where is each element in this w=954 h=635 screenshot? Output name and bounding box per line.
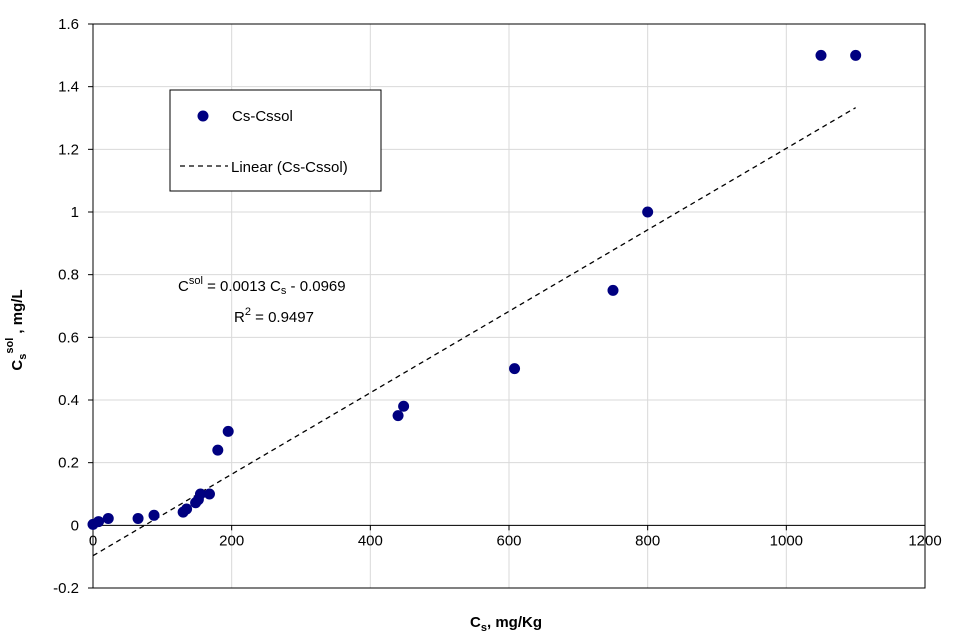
y-tick-label: -0.2 xyxy=(53,580,79,597)
tick-labels: 0 200 400 600 800 1000 1200 -0.2 0 0.2 0.4 0.6 0.8 1 1… xyxy=(53,16,942,597)
legend-label-series: Cs-Cssol xyxy=(232,108,293,125)
data-point xyxy=(93,516,105,528)
x-tick-label: 800 xyxy=(635,532,660,549)
r-squared: R2 = 0.9497 xyxy=(234,306,314,326)
data-point xyxy=(102,512,114,524)
axes xyxy=(88,23,926,589)
x-tick-label: 1000 xyxy=(770,532,803,549)
legend-marker xyxy=(197,110,209,122)
data-point xyxy=(181,503,193,515)
x-tick-label: 400 xyxy=(358,532,383,549)
legend-box xyxy=(169,89,382,192)
data-point xyxy=(398,400,410,412)
data-point xyxy=(222,425,234,437)
data-point xyxy=(392,410,404,422)
data-point xyxy=(850,49,862,61)
y-tick-label: 0.4 xyxy=(58,392,79,409)
data-point xyxy=(509,363,521,375)
data-point xyxy=(194,488,206,500)
y-tick-label: 0 xyxy=(71,517,79,534)
x-tick-label: 600 xyxy=(496,532,521,549)
data-point xyxy=(815,49,827,61)
trendline xyxy=(92,107,856,557)
data-points xyxy=(87,49,862,530)
y-tick-label: 0.6 xyxy=(58,329,79,346)
y-tick-label: 1.4 xyxy=(58,79,79,96)
y-axis-title: Cssol , mg/L xyxy=(4,289,29,370)
data-point xyxy=(212,444,224,456)
y-tick-label: 1.2 xyxy=(58,141,79,158)
data-point xyxy=(203,488,215,500)
data-point xyxy=(132,512,144,524)
y-tick-label: 1 xyxy=(71,204,79,221)
y-tick-label: 0.2 xyxy=(58,455,79,472)
x-tick-label: 200 xyxy=(219,532,244,549)
regression-equation: Csol = 0.0013 Cs - 0.0969 xyxy=(178,275,346,297)
legend-label-trend: Linear (Cs-Cssol) xyxy=(231,159,348,176)
data-point xyxy=(642,206,654,218)
y-tick-label: 0.8 xyxy=(58,267,79,284)
y-tick-label: 1.6 xyxy=(58,16,79,33)
data-point xyxy=(607,284,619,296)
x-tick-label: 0 xyxy=(89,532,97,549)
plot-area-border xyxy=(92,23,926,589)
x-axis-title: Cs, mg/Kg xyxy=(470,614,542,634)
data-point xyxy=(148,509,160,521)
x-tick-label: 1200 xyxy=(908,532,941,549)
legend: Cs-Cssol Linear (Cs-Cssol) xyxy=(169,89,382,192)
